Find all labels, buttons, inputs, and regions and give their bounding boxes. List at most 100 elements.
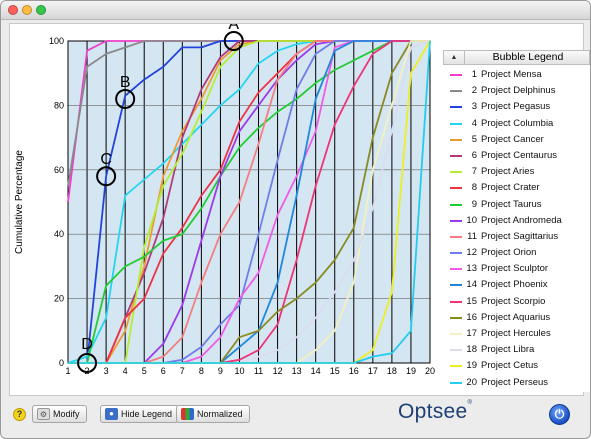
legend-item[interactable]: 17 Project Hercules: [443, 326, 590, 342]
maximize-icon[interactable]: [36, 5, 46, 15]
legend-item[interactable]: 12 Project Orion: [443, 245, 590, 261]
power-icon[interactable]: ⏻: [549, 404, 570, 425]
annotation-circle: [223, 31, 244, 51]
optsee-logo: Optsee®: [398, 400, 472, 424]
legend-number: 4: [471, 117, 477, 129]
x-tick-label: 10: [234, 366, 244, 376]
legend-label: Project Aquarius: [481, 311, 551, 323]
legend-item[interactable]: 15 Project Scorpio: [443, 294, 590, 310]
x-tick-label: 12: [273, 366, 283, 376]
normalized-button[interactable]: Normalized: [176, 405, 250, 423]
bottom-toolbar: ? ⚙ Modify ● Hide Legend Normalized Opts…: [1, 396, 590, 438]
legend-item[interactable]: 14 Project Phoenix: [443, 277, 590, 293]
x-tick-label: 19: [406, 366, 416, 376]
y-axis-label: Cumulative Percentage: [14, 150, 25, 254]
legend-label: Project Centaurus: [481, 149, 558, 161]
legend-number: 2: [471, 85, 477, 97]
bubble-legend: ▲ Bubble Legend 1 Project Mensa 2 Project D…: [443, 50, 590, 392]
legend-swatch: [450, 154, 462, 157]
hide-legend-label: Hide Legend: [121, 409, 173, 419]
series-line: [68, 40, 431, 364]
legend-swatch: [450, 106, 462, 109]
annotation-label: A: [228, 24, 239, 33]
legend-item[interactable]: 4 Project Columbia: [443, 116, 590, 132]
legend-number: 12: [466, 247, 477, 259]
legend-item[interactable]: 5 Project Cancer: [443, 132, 590, 148]
legend-item[interactable]: 16 Project Aquarius: [443, 310, 590, 326]
legend-swatch: [450, 74, 462, 76]
legend-label: Project Hercules: [481, 328, 551, 339]
x-tick-label: 3: [104, 366, 109, 376]
legend-swatch: [450, 171, 462, 174]
legend-swatch: [450, 252, 462, 255]
legend-label: Project Cancer: [481, 133, 544, 145]
y-tick-label: 20: [54, 294, 64, 304]
legend-number: 11: [467, 230, 477, 242]
legend-number: 20: [466, 376, 477, 388]
legend-number: 6: [471, 149, 477, 161]
legend-item[interactable]: 13 Project Sculptor: [443, 261, 590, 277]
legend-swatch: [450, 268, 462, 271]
x-tick-label: 18: [387, 366, 397, 376]
legend-swatch: [450, 235, 462, 238]
x-tick-label: 1: [65, 366, 70, 376]
legend-number: 18: [466, 344, 477, 356]
bar-chart-icon: [181, 408, 194, 420]
legend-item[interactable]: 1 Project Mensa: [443, 67, 590, 83]
annotation-circle: [77, 353, 98, 373]
title-bar: [1, 1, 590, 20]
legend-item[interactable]: 11 Project Sagittarius: [443, 229, 590, 245]
legend-item[interactable]: 20 Project Perseus: [443, 375, 590, 391]
legend-number: 8: [471, 182, 477, 194]
annotation-circle: [96, 166, 117, 187]
legend-swatch: [450, 316, 462, 319]
y-tick-label: 100: [49, 36, 64, 46]
legend-label: Project Libra: [481, 344, 535, 356]
legend-number: 7: [471, 166, 477, 178]
legend-item[interactable]: 19 Project Cetus: [443, 358, 590, 374]
legend-item[interactable]: 7 Project Aries: [443, 164, 590, 180]
y-tick-label: 0: [59, 358, 64, 368]
legend-swatch: [450, 349, 462, 352]
y-tick-label: 80: [54, 100, 64, 110]
annotation-label: C: [100, 151, 112, 168]
legend-item[interactable]: 10 Project Andromeda: [443, 213, 590, 229]
x-tick-label: 4: [123, 366, 128, 376]
legend-item[interactable]: 8 Project Crater: [443, 180, 590, 196]
x-tick-label: 9: [218, 366, 223, 376]
legend-item[interactable]: 9 Project Taurus: [443, 197, 590, 213]
legend-swatch: [450, 187, 462, 190]
legend-label: Project Taurus: [481, 198, 542, 210]
sort-arrow-icon[interactable]: ▲: [444, 51, 465, 64]
legend-number: 13: [466, 263, 477, 275]
help-button[interactable]: ?: [13, 408, 26, 421]
y-tick-label: 60: [54, 165, 64, 175]
legend-number: 19: [466, 360, 477, 372]
bubbles-icon: ●: [105, 408, 118, 420]
legend-swatch: [450, 365, 462, 368]
gear-icon: ⚙: [37, 408, 50, 420]
legend-label: Project Pegasus: [481, 101, 551, 113]
legend-label: Project Perseus: [481, 376, 549, 388]
legend-label: Project Sculptor: [481, 263, 549, 275]
minimize-icon[interactable]: [22, 5, 32, 15]
legend-number: 5: [471, 133, 477, 145]
x-tick-label: 17: [368, 366, 378, 376]
legend-item[interactable]: 2 Project Delphinus: [443, 83, 590, 99]
hide-legend-button[interactable]: ● Hide Legend: [100, 405, 180, 423]
modify-button[interactable]: ⚙ Modify: [32, 405, 87, 423]
legend-item[interactable]: 3 Project Pegasus: [443, 99, 590, 115]
legend-header[interactable]: ▲ Bubble Legend: [443, 50, 590, 65]
legend-label: Project Delphinus: [481, 85, 556, 97]
legend-number: 10: [466, 214, 477, 226]
normalized-label: Normalized: [197, 409, 243, 419]
legend-item[interactable]: 6 Project Centaurus: [443, 148, 590, 164]
x-tick-label: 20: [425, 366, 435, 376]
annotation-label: D: [81, 336, 93, 353]
legend-label: Project Aries: [481, 166, 535, 178]
close-icon[interactable]: [8, 5, 18, 15]
legend-number: 9: [471, 198, 477, 210]
legend-item[interactable]: 18 Project Libra: [443, 342, 590, 358]
modify-label: Modify: [53, 409, 80, 419]
